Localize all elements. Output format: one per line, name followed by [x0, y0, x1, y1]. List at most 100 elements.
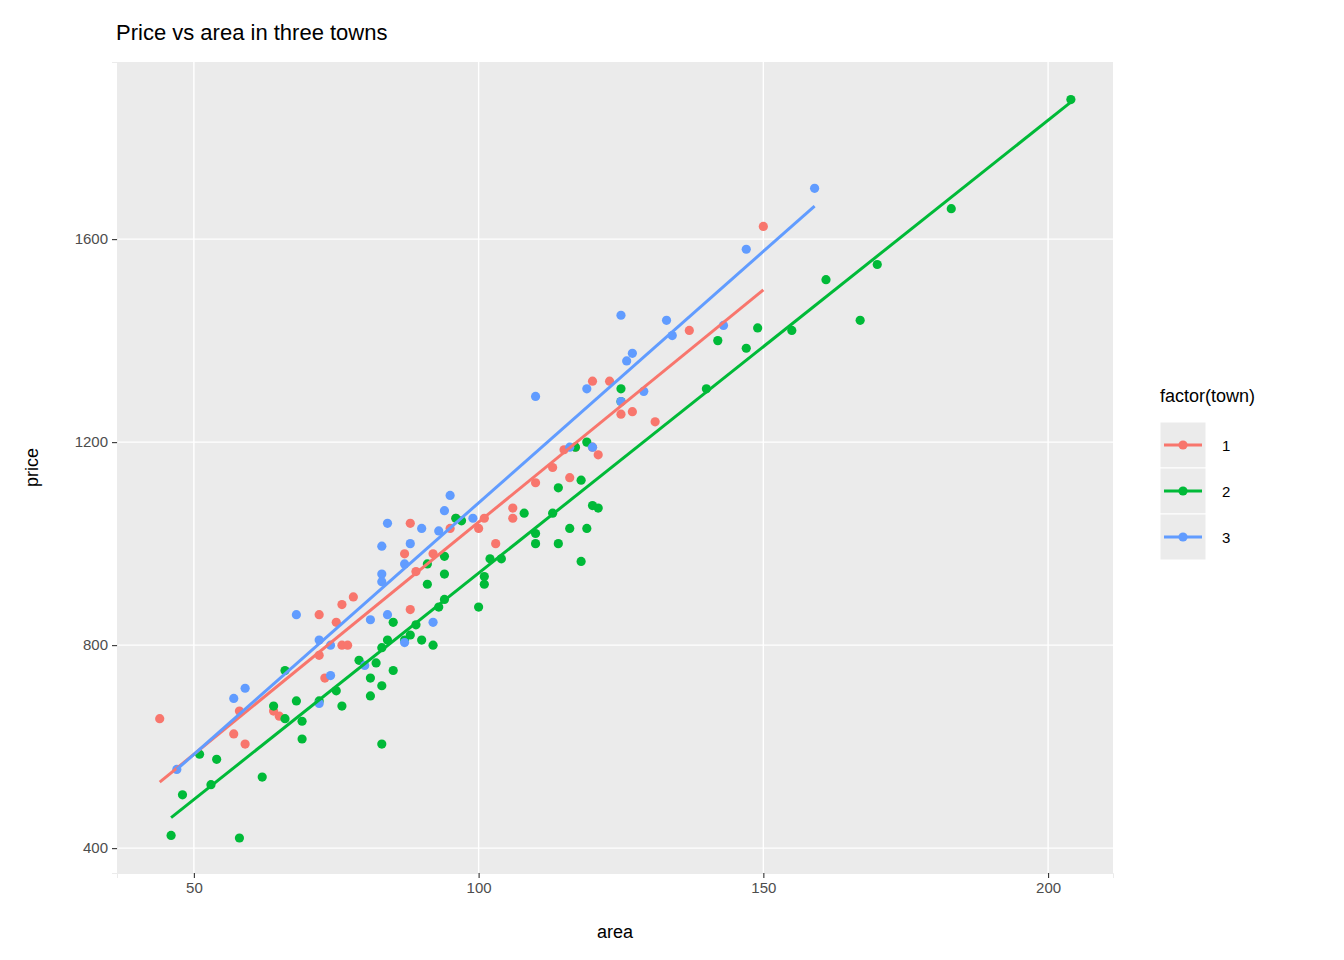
- point: [155, 714, 164, 723]
- grid: [117, 62, 1113, 873]
- point: [821, 275, 830, 284]
- tick-label: 1200: [75, 433, 108, 450]
- point: [280, 714, 289, 723]
- point: [440, 506, 449, 515]
- point: [269, 701, 278, 710]
- x-grid-line: [478, 62, 479, 873]
- tick-mark: [112, 239, 117, 240]
- point: [616, 384, 625, 393]
- point: [468, 514, 477, 523]
- point: [377, 542, 386, 551]
- legend-label: 3: [1222, 529, 1230, 546]
- point: [258, 772, 267, 781]
- point: [594, 504, 603, 513]
- point: [531, 539, 540, 548]
- tick-mark: [112, 645, 117, 646]
- title: Price vs area in three towns: [116, 20, 387, 45]
- point: [297, 717, 306, 726]
- chart: 5010015020040080012001600Price vs area i…: [0, 0, 1344, 960]
- point: [520, 509, 529, 518]
- point: [428, 641, 437, 650]
- fit-line: [160, 290, 764, 782]
- point: [491, 539, 500, 548]
- point: [628, 349, 637, 358]
- point: [565, 524, 574, 533]
- point: [577, 476, 586, 485]
- point: [622, 356, 631, 365]
- point: [241, 684, 250, 693]
- legend-label: 2: [1222, 483, 1230, 500]
- point: [315, 610, 324, 619]
- plot-background: [117, 62, 1113, 873]
- point: [577, 557, 586, 566]
- tick-mark: [479, 873, 480, 878]
- axis-line: [118, 874, 1114, 879]
- point: [417, 635, 426, 644]
- tick-label: 1600: [75, 230, 108, 247]
- tick: 100: [467, 873, 492, 896]
- point: [588, 443, 597, 452]
- legend-marker: [1178, 532, 1187, 541]
- point: [873, 260, 882, 269]
- point: [565, 473, 574, 482]
- point: [229, 729, 238, 738]
- y-axis: 400 800 1200 1600: [75, 63, 118, 874]
- point: [372, 658, 381, 667]
- point: [588, 443, 597, 452]
- point: [440, 569, 449, 578]
- point: [235, 833, 244, 842]
- fit-line: [177, 206, 815, 769]
- y-axis-title: price: [22, 448, 42, 487]
- tick-label: 150: [751, 879, 776, 896]
- legend-item: 2: [1160, 468, 1230, 514]
- legend-key: [1160, 468, 1206, 514]
- legend-key: [1160, 422, 1206, 468]
- point: [349, 592, 358, 601]
- point: [406, 539, 415, 548]
- series-3: [172, 184, 819, 774]
- tick: 1200: [75, 433, 117, 450]
- point: [241, 739, 250, 748]
- y-grid-line: [117, 441, 1113, 442]
- point: [337, 701, 346, 710]
- point: [742, 245, 751, 254]
- series-2: [166, 95, 1075, 843]
- legend-marker: [1178, 440, 1187, 449]
- point: [594, 450, 603, 459]
- y-grid-line: [117, 847, 1113, 848]
- tick-label: 400: [83, 839, 108, 856]
- point: [400, 549, 409, 558]
- point: [554, 483, 563, 492]
- legend-label: 1: [1222, 437, 1230, 454]
- legend-title: factor(town): [1160, 386, 1255, 406]
- x-grid-line: [763, 62, 764, 873]
- point: [166, 831, 175, 840]
- legend-item: 3: [1160, 514, 1230, 560]
- tick: 400: [83, 839, 117, 856]
- point: [229, 694, 238, 703]
- point: [531, 392, 540, 401]
- tick: 200: [1036, 873, 1061, 896]
- point: [554, 539, 563, 548]
- marks: [155, 95, 1075, 843]
- point: [212, 755, 221, 764]
- y-grid-line: [117, 644, 1113, 645]
- tick-label: 100: [467, 879, 492, 896]
- point: [508, 504, 517, 513]
- point: [377, 739, 386, 748]
- point: [400, 638, 409, 647]
- point: [423, 580, 432, 589]
- point: [292, 610, 301, 619]
- point: [446, 491, 455, 500]
- point: [685, 326, 694, 335]
- point: [753, 323, 762, 332]
- x-axis-title: area: [597, 922, 634, 942]
- point: [383, 519, 392, 528]
- axis-line: [112, 63, 118, 874]
- point: [947, 204, 956, 213]
- tick-label: 800: [83, 636, 108, 653]
- x-grid-line: [193, 62, 194, 873]
- point: [417, 524, 426, 533]
- point: [389, 666, 398, 675]
- point: [366, 615, 375, 624]
